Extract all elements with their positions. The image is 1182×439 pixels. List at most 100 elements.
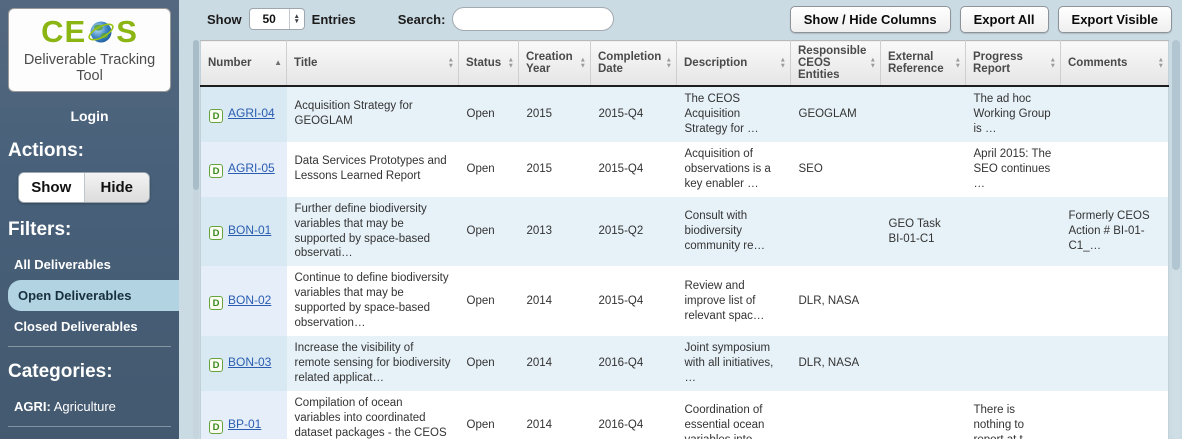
sort-both-icon: ▲ ▼ xyxy=(954,56,961,69)
column-header-responsible-ceos-entities[interactable]: Responsible CEOS Entities ▲ ▼ xyxy=(790,40,881,87)
cell-status: Open xyxy=(458,266,519,337)
cell-external-reference xyxy=(880,86,966,142)
cell-status: Open xyxy=(458,196,519,267)
right-scrollbar[interactable] xyxy=(1172,40,1180,439)
cell-comments xyxy=(1060,336,1169,391)
cell-external-reference xyxy=(880,336,966,391)
column-header-number[interactable]: Number ▲ xyxy=(200,40,287,87)
cell-external-reference xyxy=(880,141,966,197)
cell-description: Review and improve list of relevant spac… xyxy=(676,266,791,337)
search-input[interactable] xyxy=(452,7,615,31)
sort-both-icon: ▲ ▼ xyxy=(665,56,672,69)
show-hide-toggle: Show Hide xyxy=(18,172,150,203)
cell-comments: Formerly CEOS Action # BI-01-C1_… xyxy=(1060,196,1169,267)
deliverable-link[interactable]: AGRI-04 xyxy=(228,105,275,120)
cell-creation-year: 2015 xyxy=(518,141,591,197)
cell-creation-year: 2013 xyxy=(518,196,591,267)
deliverable-link[interactable]: AGRI-05 xyxy=(228,160,275,175)
cell-number: D AGRI-05 xyxy=(200,141,287,197)
table-row: D BP-01 Compilation of ocean variables int… xyxy=(200,390,1169,439)
login-link[interactable]: Login xyxy=(70,108,109,124)
cell-responsible xyxy=(790,390,881,439)
show-hide-columns-button[interactable]: Show / Hide Columns xyxy=(789,5,951,33)
deliverable-link[interactable]: BON-01 xyxy=(228,223,272,237)
filters-list: All Deliverables Open Deliverables Closed … xyxy=(0,249,179,342)
deliverables-table-wrap: Number ▲ Title ▲ ▼ Status ▲ ▼ Creation Year ▲ ▼ Com… xyxy=(200,40,1169,439)
cell-responsible: DLR, NASA xyxy=(790,266,881,337)
sort-asc-icon: ▲ xyxy=(274,58,282,67)
toolbar-buttons: Show / Hide Columns Export All Export Visi… xyxy=(781,5,1172,33)
cell-number: D AGRI-04 xyxy=(200,86,287,142)
sort-both-icon: ▲ ▼ xyxy=(1157,56,1164,69)
cell-responsible xyxy=(790,196,881,267)
column-header-completion-date[interactable]: Completion Date ▲ ▼ xyxy=(590,40,677,87)
deliverable-badge: D xyxy=(209,358,223,373)
entries-count-select[interactable]: 50 ▲ ▼ xyxy=(248,8,305,30)
column-header-progress-report[interactable]: Progress Report ▲ ▼ xyxy=(965,40,1061,87)
column-header-status[interactable]: Status ▲ ▼ xyxy=(458,40,519,87)
column-header-description[interactable]: Description ▲ ▼ xyxy=(676,40,791,87)
sort-both-icon: ▲ ▼ xyxy=(869,56,876,69)
deliverable-link[interactable]: BON-02 xyxy=(228,292,272,307)
cell-progress-report: April 2015: The SEO continues … xyxy=(965,141,1061,197)
cell-completion-date: 2015-Q4 xyxy=(590,141,677,197)
column-header-title[interactable]: Title ▲ ▼ xyxy=(286,40,459,87)
show-entries-label: Show xyxy=(207,11,242,27)
categories-list: AGRI: AgricultureBON: BiodiversityBP: Bl… xyxy=(0,391,179,439)
sidebar-category-agri[interactable]: AGRI: Agriculture xyxy=(14,399,116,414)
logo-text-left: CE xyxy=(41,14,87,49)
sidebar-filter-open-deliverables[interactable]: Open Deliverables xyxy=(8,280,179,311)
left-scrollbar-thumb[interactable] xyxy=(193,40,199,190)
deliverable-badge: D xyxy=(209,108,223,123)
cell-title: Further define biodiversity variables th… xyxy=(286,196,459,267)
cell-comments xyxy=(1060,266,1169,337)
deliverable-link[interactable]: BON-03 xyxy=(228,355,272,370)
cell-external-reference: GEO Task BI-01-C1 xyxy=(880,196,966,267)
right-scrollbar-thumb[interactable] xyxy=(1172,40,1180,270)
table-row: D BON-03 Increase the visibility of remote… xyxy=(200,336,1169,391)
globe-icon xyxy=(87,18,115,46)
deliverable-badge: D xyxy=(209,420,223,435)
cell-title: Data Services Prototypes and Lessons Lea… xyxy=(286,141,459,197)
cell-external-reference xyxy=(880,266,966,337)
cell-number: D BON-02 xyxy=(200,266,287,337)
deliverable-badge: D xyxy=(209,295,223,310)
table-row: D BON-01 Further define biodiversity varia… xyxy=(200,196,1169,267)
sort-both-icon: ▲ ▼ xyxy=(507,56,514,69)
cell-status: Open xyxy=(458,336,519,391)
cell-title: Compilation of ocean variables into coor… xyxy=(286,390,459,439)
show-button[interactable]: Show xyxy=(19,173,84,202)
cell-completion-date: 2016-Q4 xyxy=(590,336,677,391)
filters-heading: Filters: xyxy=(8,219,72,240)
cell-completion-date: 2015-Q4 xyxy=(590,86,677,142)
export-visible-button[interactable]: Export Visible xyxy=(1057,5,1172,33)
cell-progress-report xyxy=(965,336,1061,391)
sidebar-filter-all-deliverables[interactable]: All Deliverables xyxy=(14,257,111,272)
cell-progress-report xyxy=(965,196,1061,267)
deliverable-badge: D xyxy=(209,163,223,178)
actions-heading: Actions: xyxy=(8,140,84,161)
logo-subtitle: Deliverable Tracking Tool xyxy=(23,52,156,84)
column-header-creation-year[interactable]: Creation Year ▲ ▼ xyxy=(518,40,591,87)
column-header-external-reference[interactable]: External Reference ▲ ▼ xyxy=(880,40,966,87)
cell-status: Open xyxy=(458,141,519,197)
toolbar: Show 50 ▲ ▼ Entries Search: Show / Hide C… xyxy=(179,0,1182,38)
sidebar-category-bon[interactable]: BON: Biodiversity xyxy=(0,431,179,439)
cell-description: Joint symposium with all initiatives, … xyxy=(676,336,791,391)
left-scrollbar[interactable] xyxy=(193,40,199,439)
cell-comments xyxy=(1060,86,1169,142)
cell-completion-date: 2015-Q2 xyxy=(590,196,677,267)
table-header-row: Number ▲ Title ▲ ▼ Status ▲ ▼ Creation Year ▲ ▼ Com… xyxy=(200,40,1169,87)
sidebar: CE S Deliverable xyxy=(0,0,179,439)
cell-creation-year: 2014 xyxy=(518,266,591,337)
cell-progress-report xyxy=(965,266,1061,337)
export-all-button[interactable]: Export All xyxy=(959,5,1049,33)
sidebar-filter-closed-deliverables[interactable]: Closed Deliverables xyxy=(14,319,138,334)
column-header-comments[interactable]: Comments ▲ ▼ xyxy=(1060,40,1169,87)
hide-button[interactable]: Hide xyxy=(83,173,149,202)
cell-responsible: SEO xyxy=(790,141,881,197)
cell-description: Acquisition of observations is a key ena… xyxy=(676,141,791,197)
deliverable-link[interactable]: BP-01 xyxy=(228,417,262,432)
divider xyxy=(8,426,171,427)
sort-both-icon: ▲ ▼ xyxy=(1049,56,1056,69)
